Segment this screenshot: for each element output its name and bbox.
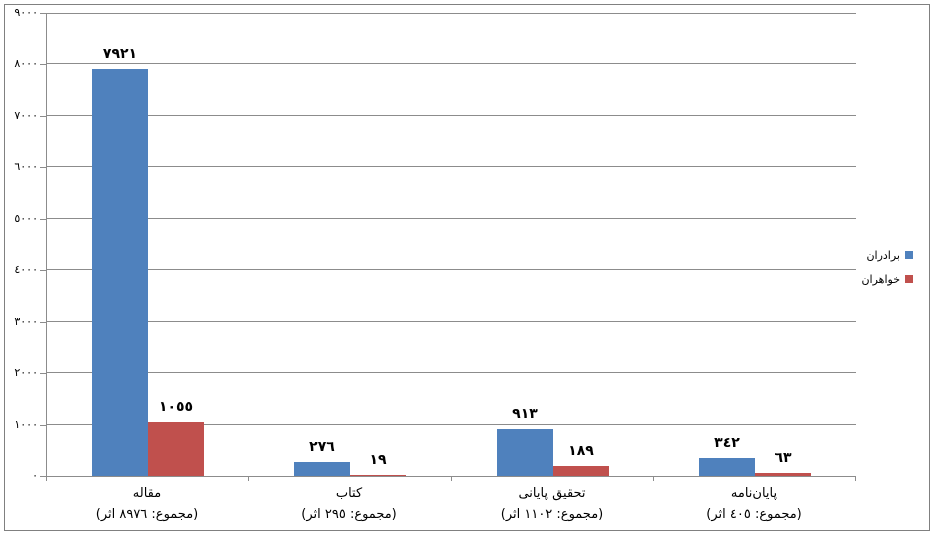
category-name: پایان‌نامه — [730, 486, 778, 501]
bar-خواهران-2 — [350, 475, 406, 476]
bar-برادران-2 — [294, 462, 350, 476]
category-name: مقاله — [132, 486, 162, 501]
bar-value-label: ١٩ — [369, 452, 387, 468]
x-axis-tick-mark — [653, 477, 654, 481]
y-axis-tick-label: ١٠٠٠ — [14, 417, 38, 431]
y-axis-tick-label: ٢٠٠٠ — [14, 366, 38, 380]
category-total: (مجموع: ٤٠٥ اثر) — [706, 507, 802, 522]
category-total: (مجموع: ٢٩٥ اثر) — [301, 507, 397, 522]
y-axis-tick-mark — [40, 322, 46, 323]
bar-value-label: ٢٧٦ — [309, 439, 335, 455]
x-axis-tick-mark — [855, 477, 856, 481]
y-axis-tick-mark — [40, 116, 46, 117]
bar-خواهران-3 — [553, 466, 609, 476]
y-axis-tick-label: ٣٠٠٠ — [14, 314, 38, 328]
gridline-1000 — [47, 424, 856, 425]
legend-swatch-icon — [905, 275, 913, 283]
category-label-2: کتاب (مجموع: ٢٩٥ اثر) — [248, 483, 450, 525]
y-axis-tick-label: ٨٠٠٠ — [14, 57, 38, 71]
plot-area: ٧٩٢١ ١٠٥٥ ٢٧٦ ١٩ ٩١٣ ١٨٩ ٣٤٢ ٦٣ — [46, 13, 856, 477]
bar-value-label: ٧٩٢١ — [102, 46, 138, 62]
legend: برادران خواهران — [861, 243, 913, 291]
gridline-3000 — [47, 321, 856, 322]
y-axis-tick-mark — [40, 167, 46, 168]
y-axis-tick-label: ٤٠٠٠ — [14, 263, 38, 277]
y-axis-tick-label: ٩٠٠٠ — [14, 6, 38, 19]
x-axis-tick-mark — [451, 477, 452, 481]
gridline-6000 — [47, 166, 856, 167]
y-axis-tick-mark — [40, 425, 46, 426]
bar-value-label: ٩١٣ — [512, 406, 538, 422]
bar-برادران-1 — [92, 69, 148, 476]
y-axis-tick-mark — [40, 13, 46, 14]
legend-entry-خواهران: خواهران — [861, 267, 913, 291]
bar-برادران-4 — [699, 458, 755, 476]
category-total: (مجموع: ٨٩٧٦ اثر) — [95, 507, 199, 522]
y-axis-tick-mark — [40, 476, 46, 477]
legend-label: خواهران — [861, 272, 900, 286]
y-axis-tick-label: ٧٠٠٠ — [14, 108, 38, 122]
bar-خواهران-4 — [755, 473, 811, 476]
y-axis-tick-label: ٥٠٠٠ — [14, 211, 38, 225]
legend-label: برادران — [866, 248, 900, 262]
gridline-5000 — [47, 218, 856, 219]
y-axis-tick-mark — [40, 270, 46, 271]
bar-value-label: ٦٣ — [774, 450, 792, 466]
y-axis-tick-label: ٠ — [32, 469, 38, 482]
gridline-8000 — [47, 63, 856, 64]
bar-value-label: ١٠٥٥ — [158, 399, 194, 415]
x-axis-tick-mark — [46, 477, 47, 481]
bar-برادران-3 — [497, 429, 553, 476]
gridline-2000 — [47, 372, 856, 373]
gridline-4000 — [47, 269, 856, 270]
gridline-9000 — [47, 13, 856, 14]
y-axis-tick-mark — [40, 64, 46, 65]
category-name: کتاب — [335, 486, 363, 501]
category-label-1: مقاله (مجموع: ٨٩٧٦ اثر) — [46, 483, 248, 525]
y-axis-tick-mark — [40, 219, 46, 220]
category-name: تحقیق پایانی — [518, 486, 586, 501]
gridline-7000 — [47, 115, 856, 116]
bar-value-label: ١٨٩ — [568, 443, 594, 459]
category-label-4: پایان‌نامه (مجموع: ٤٠٥ اثر) — [653, 483, 855, 525]
bar-خواهران-1 — [148, 422, 204, 476]
category-total: (مجموع: ١١٠٢ اثر) — [500, 507, 604, 522]
legend-entry-برادران: برادران — [861, 243, 913, 267]
y-axis-tick-mark — [40, 373, 46, 374]
category-label-3: تحقیق پایانی (مجموع: ١١٠٢ اثر) — [451, 483, 653, 525]
bar-value-label: ٣٤٢ — [714, 435, 740, 451]
x-axis-tick-mark — [248, 477, 249, 481]
legend-swatch-icon — [905, 251, 913, 259]
y-axis-tick-label: ٦٠٠٠ — [14, 160, 38, 174]
